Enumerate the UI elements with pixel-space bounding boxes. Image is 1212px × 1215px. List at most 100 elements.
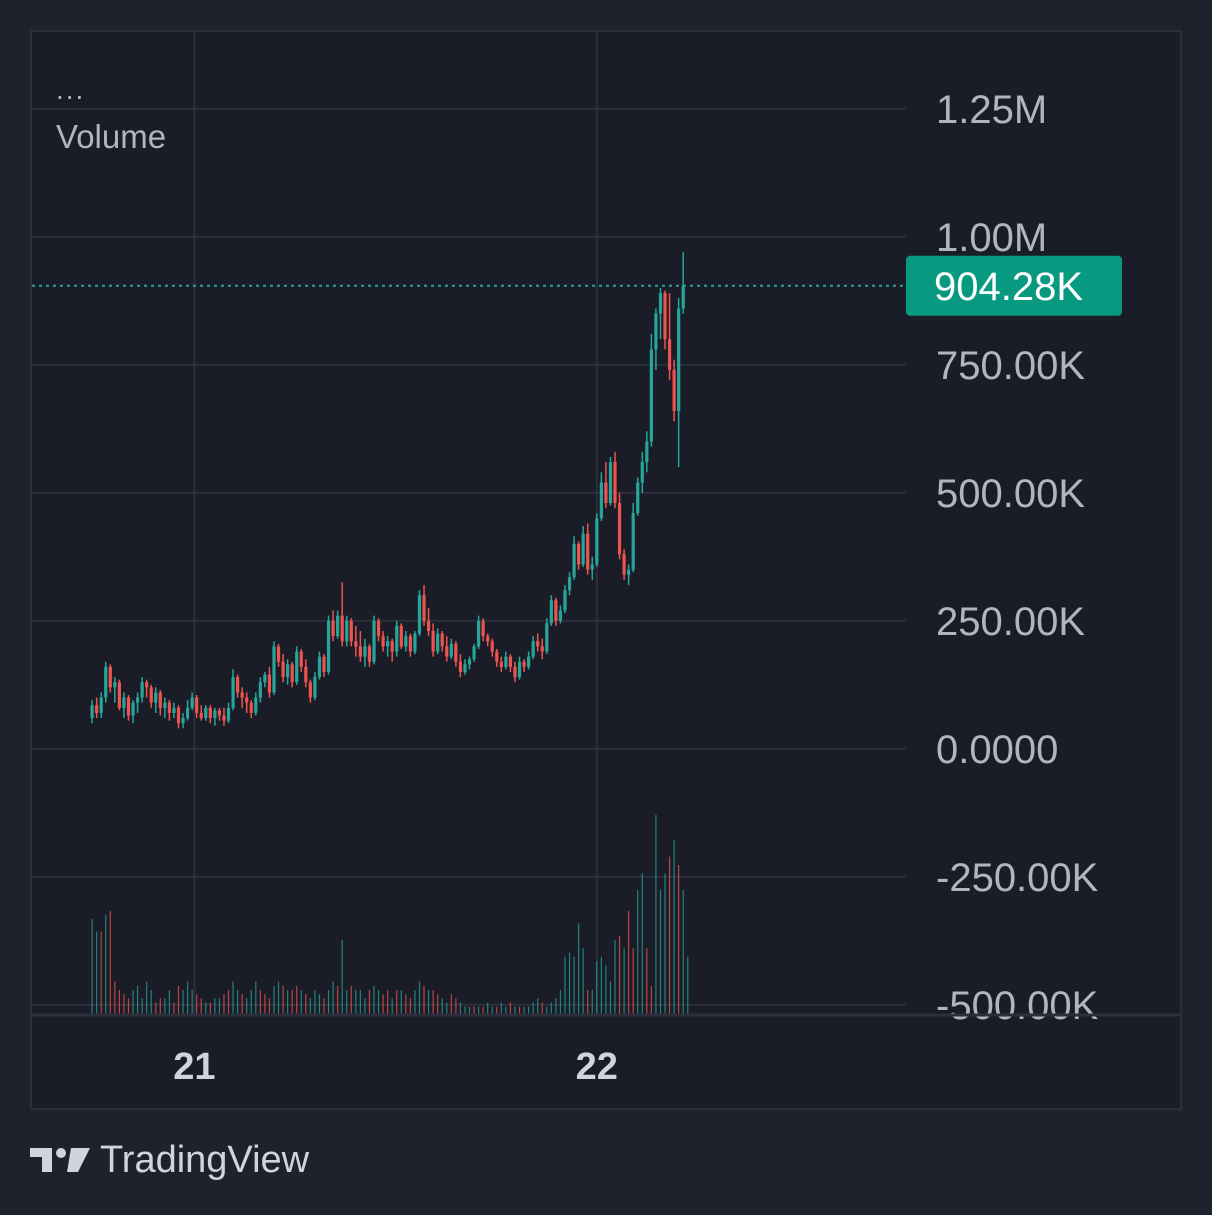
candle-body bbox=[417, 595, 422, 634]
candle bbox=[536, 633, 540, 652]
candle-body bbox=[245, 697, 249, 703]
candle-body bbox=[440, 633, 444, 647]
candle bbox=[172, 702, 176, 719]
candle-body bbox=[458, 661, 463, 672]
candle-body bbox=[617, 503, 622, 555]
candle bbox=[527, 651, 531, 670]
last-price-label: 904.28K bbox=[906, 255, 1122, 316]
y-axis[interactable]: 1.25M 1.00M 750.00K 500.00K 250.00K 0.0000 -25… bbox=[936, 88, 1099, 1028]
candle bbox=[622, 549, 626, 580]
candle-body bbox=[522, 661, 526, 667]
candle-body bbox=[317, 656, 322, 678]
candle bbox=[313, 671, 317, 701]
candle-body bbox=[349, 620, 353, 642]
candle bbox=[558, 605, 563, 624]
legend-series-title[interactable]: Volume bbox=[56, 118, 167, 155]
candle-body bbox=[531, 641, 535, 657]
candle bbox=[267, 666, 272, 698]
candle-body bbox=[140, 682, 144, 698]
candle-body bbox=[95, 705, 99, 713]
volume-bars bbox=[91, 815, 689, 1015]
candle-body bbox=[608, 462, 613, 504]
candle bbox=[554, 597, 558, 626]
candle bbox=[386, 636, 390, 657]
candle bbox=[636, 477, 640, 516]
candle-body bbox=[508, 656, 513, 667]
candle bbox=[508, 654, 513, 672]
candle-body bbox=[517, 661, 522, 678]
candle-body bbox=[631, 513, 635, 570]
candle-body bbox=[363, 646, 367, 657]
candle bbox=[599, 472, 603, 521]
candle bbox=[299, 648, 303, 672]
candle bbox=[263, 671, 267, 688]
candle bbox=[290, 661, 294, 688]
candle-body bbox=[267, 674, 272, 693]
candle-body bbox=[476, 620, 481, 647]
candle bbox=[681, 252, 685, 314]
candle bbox=[604, 462, 608, 509]
candle-body bbox=[376, 620, 381, 637]
candle-body bbox=[185, 707, 190, 719]
candle-body bbox=[167, 702, 172, 713]
candle-body bbox=[331, 620, 335, 637]
candle-body bbox=[495, 651, 499, 662]
candle-body bbox=[113, 682, 117, 688]
x-axis[interactable]: 21 22 bbox=[173, 1046, 618, 1088]
candle bbox=[135, 692, 140, 713]
candle-body bbox=[249, 702, 253, 713]
y-axis-tick-label: -250.00K bbox=[936, 856, 1099, 900]
candle-body bbox=[322, 656, 326, 672]
candle-body bbox=[654, 313, 658, 350]
candle-body bbox=[627, 569, 631, 575]
candle-body bbox=[563, 590, 567, 611]
candle bbox=[540, 638, 544, 660]
candle bbox=[140, 677, 144, 703]
candle bbox=[222, 707, 226, 726]
candle bbox=[376, 618, 381, 642]
candle-body bbox=[281, 661, 285, 678]
y-axis-tick-label: 250.00K bbox=[936, 600, 1085, 644]
candle bbox=[654, 308, 658, 370]
tradingview-logo-icon bbox=[30, 1148, 90, 1172]
candle bbox=[181, 712, 185, 729]
candle-body bbox=[90, 705, 94, 719]
candle-body bbox=[195, 697, 199, 713]
candle bbox=[640, 451, 644, 493]
candle bbox=[158, 689, 162, 716]
candle-body bbox=[486, 636, 490, 642]
candle-body bbox=[663, 293, 667, 340]
candle bbox=[513, 661, 517, 683]
candle-body bbox=[649, 349, 653, 442]
candle bbox=[413, 631, 417, 655]
legend-more-button[interactable]: ... bbox=[56, 74, 86, 105]
chart-frame[interactable]: 1.25M 1.00M 750.00K 500.00K 250.00K 0.0000 -25… bbox=[30, 30, 1182, 1110]
candle bbox=[154, 687, 158, 713]
candle bbox=[354, 625, 358, 657]
candle-body bbox=[304, 666, 308, 683]
candle bbox=[517, 656, 522, 680]
candle-body bbox=[117, 682, 121, 708]
x-axis-tick-label: 21 bbox=[173, 1046, 215, 1088]
candle bbox=[577, 541, 581, 570]
candle bbox=[317, 651, 322, 680]
candle bbox=[226, 702, 231, 724]
chart-canvas[interactable]: 1.25M 1.00M 750.00K 500.00K 250.00K 0.0000 -25… bbox=[32, 32, 1180, 1108]
candle-body bbox=[345, 620, 349, 642]
candle-body bbox=[135, 697, 140, 703]
candle bbox=[658, 287, 663, 340]
candle-body bbox=[276, 646, 281, 662]
candle-body bbox=[208, 707, 212, 719]
candle-body bbox=[372, 620, 376, 662]
candle bbox=[490, 638, 494, 657]
candle-body bbox=[536, 641, 540, 647]
candle bbox=[586, 523, 590, 575]
candle bbox=[567, 572, 572, 596]
candle-body bbox=[254, 697, 258, 713]
candle bbox=[436, 628, 440, 655]
tradingview-branding[interactable]: TradingView bbox=[30, 1138, 309, 1182]
candle bbox=[467, 656, 472, 670]
candle bbox=[472, 643, 476, 662]
candle-body bbox=[172, 707, 176, 713]
candle-body bbox=[504, 656, 508, 667]
